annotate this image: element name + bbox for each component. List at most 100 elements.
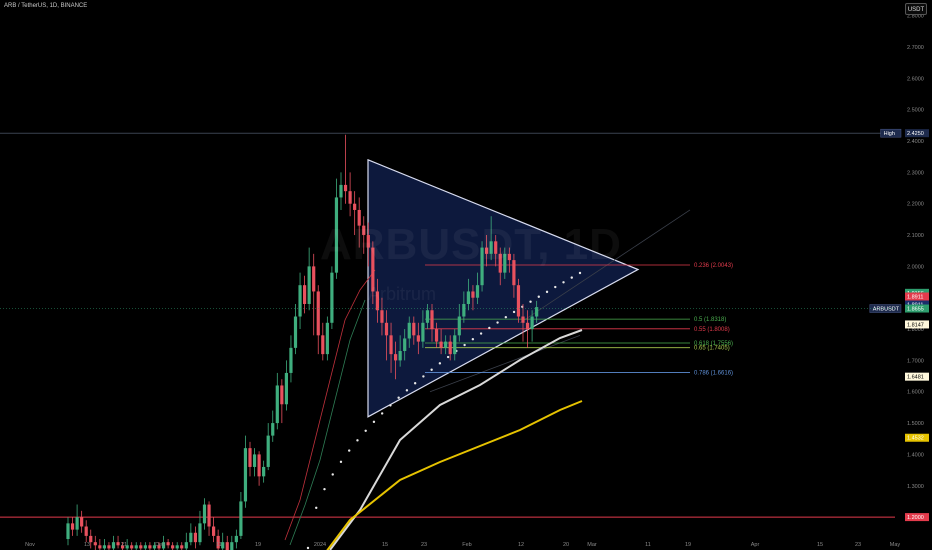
candle-body xyxy=(75,517,79,530)
trend-dot xyxy=(446,355,450,359)
price-tag-box xyxy=(905,320,929,329)
candle-body xyxy=(498,253,502,273)
trend-dot xyxy=(413,382,417,385)
y-tick-label: 2.3000 xyxy=(907,170,924,176)
candle-body xyxy=(84,526,88,536)
y-tick-label: 2.4000 xyxy=(907,139,924,145)
fib-label-2: 0.55 (1.8008) xyxy=(694,327,730,333)
candle-body xyxy=(280,385,284,405)
trend-dot xyxy=(380,412,384,415)
y-tick-label: 2.0000 xyxy=(907,264,924,270)
candle-body xyxy=(198,523,202,543)
price-tag-value: 1.8911 xyxy=(907,295,923,301)
candle-body xyxy=(457,316,461,336)
candle-body xyxy=(130,545,134,549)
trend-dot xyxy=(356,439,359,442)
candle-body xyxy=(139,545,143,549)
trend-dot xyxy=(554,285,557,289)
candle-body xyxy=(239,501,243,536)
y-tick-label: 2.5000 xyxy=(907,108,924,114)
x-tick-label: 2024 xyxy=(314,542,326,548)
trend-dot xyxy=(339,460,343,464)
candle-body xyxy=(221,542,225,549)
ma-line-yellow xyxy=(326,400,583,550)
candle-body xyxy=(207,504,211,527)
trend-dot xyxy=(562,281,565,284)
candle-body xyxy=(334,197,339,273)
candle-body xyxy=(148,545,152,549)
candle-body xyxy=(330,272,334,323)
candle-body xyxy=(357,209,361,226)
trend-dot xyxy=(438,362,442,365)
trend-dot xyxy=(348,449,351,452)
x-tick-label: 15 xyxy=(382,542,388,548)
price-tag-box xyxy=(905,513,929,522)
candle-body xyxy=(116,542,120,546)
candle-body xyxy=(243,448,248,502)
candle-body xyxy=(134,545,138,549)
candle-body xyxy=(202,504,207,524)
candle-body xyxy=(262,466,266,477)
x-tick-label: Mar xyxy=(587,542,597,548)
x-tick-label: 13 xyxy=(84,542,90,548)
candle-body xyxy=(362,225,366,236)
candle-body xyxy=(371,247,375,292)
price-tag-box xyxy=(905,129,929,138)
y-tick-label: 1.6000 xyxy=(907,390,924,396)
candle-body xyxy=(466,291,470,304)
trend-dot xyxy=(479,332,483,335)
ma-line-red xyxy=(284,269,376,541)
candle-body xyxy=(453,335,457,355)
candle-body xyxy=(89,535,93,543)
trend-dot xyxy=(504,315,508,319)
watermark-symbol: ARBUSDT, 1D xyxy=(320,220,622,269)
y-tick-label: 2.7000 xyxy=(907,45,924,51)
candle-body xyxy=(485,247,489,254)
candle-body xyxy=(284,372,288,405)
x-tick-label: 11 xyxy=(645,542,651,548)
candle-body xyxy=(230,542,234,550)
candle-body xyxy=(366,235,370,248)
x-tick-label: 21 xyxy=(121,542,127,548)
candle-body xyxy=(471,291,475,298)
trend-dot xyxy=(537,295,540,298)
candle-body xyxy=(384,322,389,336)
candle-body xyxy=(93,542,97,546)
y-tick-label: 2.8000 xyxy=(907,14,924,20)
trend-dot xyxy=(323,487,326,491)
candle-body xyxy=(234,535,238,543)
candle-body xyxy=(480,247,484,286)
price-tag-label: High xyxy=(884,131,895,137)
candle-body xyxy=(407,322,411,339)
candle-body xyxy=(475,285,480,298)
candle-body xyxy=(252,454,257,467)
x-tick-label: 15 xyxy=(817,542,823,548)
price-tag-value: 2.4250 xyxy=(907,131,924,137)
candle-body xyxy=(448,341,452,355)
candle-body xyxy=(412,322,416,336)
x-tick-label: May xyxy=(890,542,901,548)
trend-dot xyxy=(405,389,409,392)
candle-body xyxy=(321,335,325,355)
candle-body xyxy=(293,316,298,348)
candle-body xyxy=(70,523,75,530)
trend-dot xyxy=(496,321,499,324)
candle-body xyxy=(421,322,425,342)
price-tag-label: ARBUSDT xyxy=(873,307,900,313)
candle-body xyxy=(171,545,175,549)
candle-body xyxy=(161,542,166,549)
price-tag-value: 1.6481 xyxy=(907,375,924,381)
candle-body xyxy=(102,545,106,549)
price-tag-value: 1.2000 xyxy=(907,515,924,521)
currency-button[interactable]: USDT xyxy=(905,3,927,15)
trend-dot xyxy=(430,368,433,371)
trend-dot xyxy=(331,473,334,476)
trend-dot xyxy=(488,326,491,330)
candle-body xyxy=(325,322,329,355)
candle-body xyxy=(271,423,275,436)
x-tick-label: Dec xyxy=(155,542,165,548)
x-tick-label: Nov xyxy=(25,542,35,548)
candle-body xyxy=(143,545,147,549)
candle-body xyxy=(225,542,229,550)
